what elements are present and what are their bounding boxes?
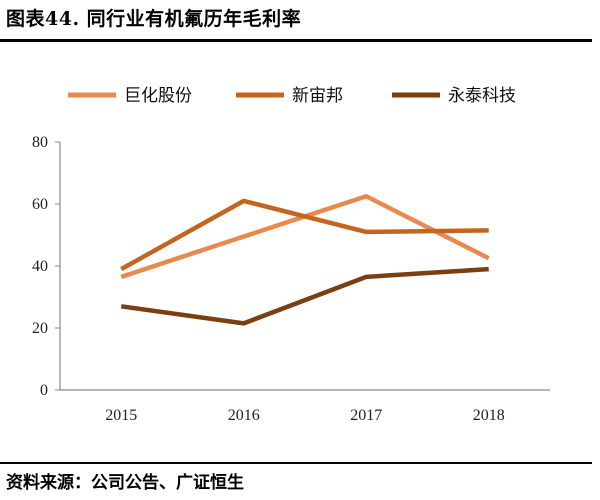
x-tick-label: 2018	[473, 407, 505, 424]
y-tick-label: 60	[32, 196, 48, 213]
axes: 0 20 40 60 80 2015 2016 2017 2018	[32, 134, 550, 424]
series-lines	[120, 194, 490, 326]
x-tick-label: 2017	[350, 407, 382, 424]
legend-label-1: 巨化股份	[124, 86, 192, 106]
x-tick-label: 2015	[105, 407, 137, 424]
chart-title: 图表44. 同行业有机氟历年毛利率	[6, 8, 302, 30]
series-line-3	[120, 266, 489, 326]
y-tick-label: 20	[32, 320, 48, 337]
y-tick-label: 0	[40, 382, 48, 399]
y-tick-label: 40	[32, 258, 48, 275]
y-tick-label: 80	[32, 134, 48, 151]
legend: 巨化股份 新宙邦 永泰科技	[68, 86, 516, 106]
legend-label-2: 新宙邦	[292, 86, 343, 106]
series-line-2	[120, 198, 489, 272]
title-rule	[0, 39, 592, 42]
legend-label-3: 永泰科技	[448, 86, 516, 106]
source-note: 资料来源：公司公告、广证恒生	[6, 473, 244, 493]
line-chart: 巨化股份 新宙邦 永泰科技 0 20 40 60 80 2015 2016 2017 2018	[32, 86, 550, 424]
x-tick-label: 2016	[228, 407, 260, 424]
footer-rule	[0, 462, 592, 464]
